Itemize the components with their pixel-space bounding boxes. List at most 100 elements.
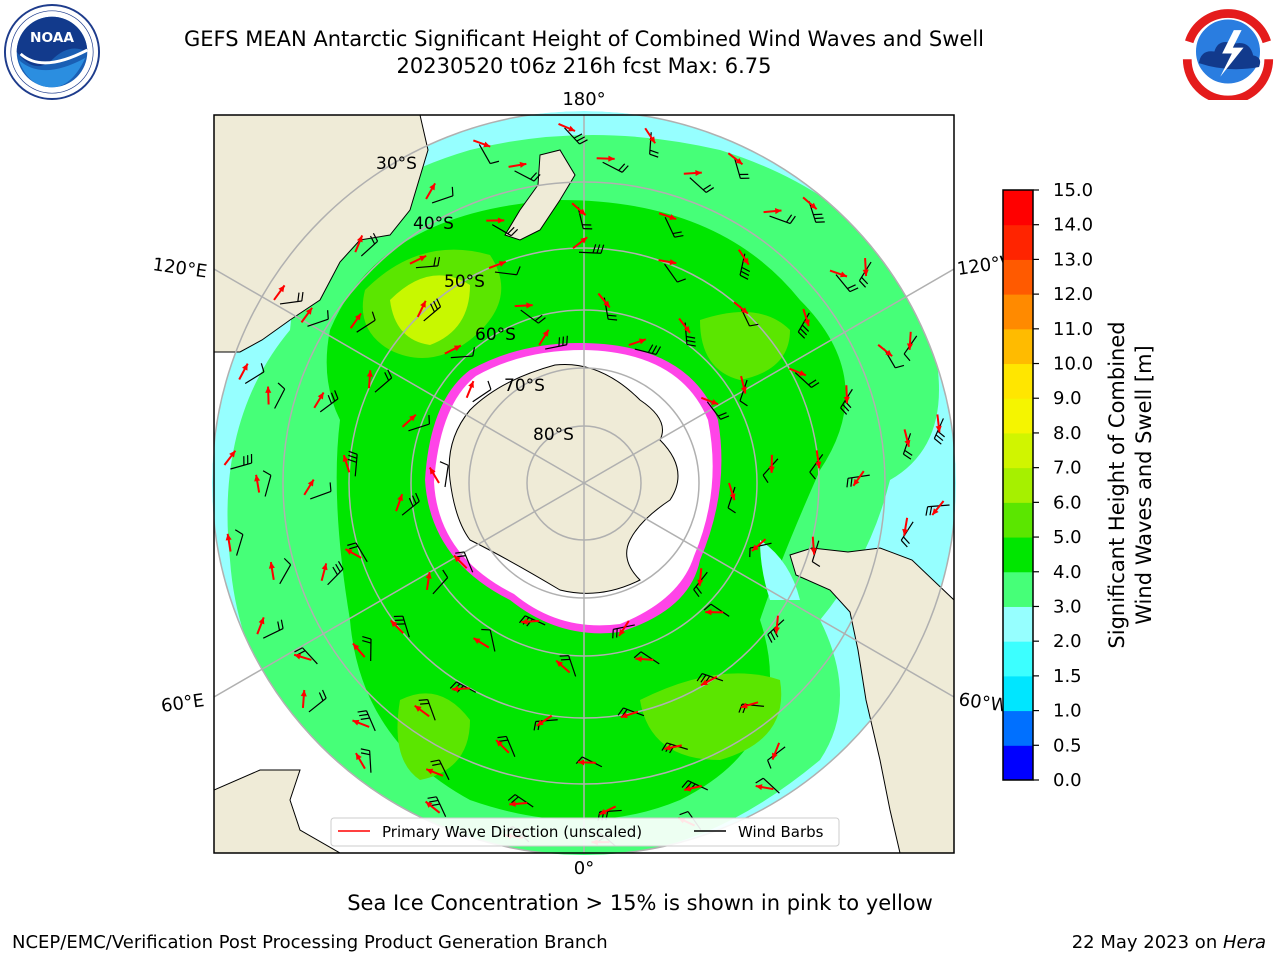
credit-text: NCEP/EMC/Verification Post Processing Pr… <box>12 932 608 953</box>
colorbar-tick-label: 13.0 <box>1053 249 1093 270</box>
wind-barb <box>794 372 820 388</box>
wind-barb <box>362 636 372 662</box>
colorbar-segment <box>1003 502 1033 538</box>
wave-direction-arrow <box>488 260 507 270</box>
wave-direction-arrow <box>658 212 677 221</box>
antarctica <box>448 363 679 594</box>
colorbar-segment <box>1003 363 1033 399</box>
date-text: 22 May 2023 on <box>1071 932 1223 953</box>
wind-barb <box>262 470 272 497</box>
colorbar-segment <box>1003 398 1033 434</box>
colorbar-tick-label: 10.0 <box>1053 354 1093 375</box>
wind-barb <box>835 274 859 293</box>
wind-barb <box>274 382 286 409</box>
wave-direction-arrow <box>395 493 404 512</box>
wind-barbs-layer <box>230 127 950 847</box>
wave-direction-arrow <box>320 563 328 582</box>
colorbar-segment <box>1003 537 1033 573</box>
nws-logo <box>1182 5 1274 100</box>
wind-barb <box>472 380 492 403</box>
colorbar-tick-label: 0.0 <box>1053 770 1082 791</box>
colorbar-tick-label: 1.5 <box>1053 666 1082 687</box>
wind-barb <box>431 186 454 204</box>
wave-direction-arrow <box>223 450 237 466</box>
colorbar-outline <box>1002 189 1034 781</box>
wind-barb <box>307 310 329 327</box>
wave-direction-arrow <box>903 429 911 448</box>
wave-direction-arrow <box>472 637 490 649</box>
wind-barb <box>507 794 534 808</box>
wave-direction-arrow <box>577 759 596 766</box>
wind-barb <box>427 796 447 818</box>
wave-direction-arrow <box>389 619 405 634</box>
wave-direction-arrow <box>273 284 286 301</box>
wave-direction-arrow <box>414 704 430 718</box>
colorbar-tick-label: 2.0 <box>1053 631 1082 652</box>
map-legend: Primary Wave Direction (unscaled) Wind B… <box>330 817 840 847</box>
wave-direction-arrow <box>599 805 617 816</box>
wind-barb <box>767 746 786 769</box>
wave-direction-arrow <box>425 768 444 777</box>
wave-direction-arrow <box>352 719 370 728</box>
wave-direction-arrow <box>906 331 914 350</box>
wind-barb <box>491 224 519 237</box>
wind-barb <box>310 482 332 500</box>
legend-wave-direction: Primary Wave Direction (unscaled) <box>382 823 642 841</box>
wave-direction-arrow <box>424 800 441 814</box>
wave-direction-arrow <box>558 122 576 132</box>
wave-direction-arrow <box>843 385 850 404</box>
wind-barb <box>664 217 684 238</box>
wind-barb <box>418 699 436 721</box>
wave-direction-arrow <box>700 396 719 406</box>
colorbar-segment <box>1003 571 1033 607</box>
wind-barb <box>430 759 450 781</box>
colorbar-segment <box>1003 467 1033 503</box>
wind-barb <box>263 619 284 639</box>
lon-label-60w: 60°W <box>957 689 1009 717</box>
wind-barb <box>455 551 474 573</box>
wind-barb <box>401 492 420 516</box>
colorbar-tick-label: 6.0 <box>1053 492 1082 513</box>
colorbar-segment <box>1003 259 1033 295</box>
colorbar-tick-label: 8.0 <box>1053 423 1082 444</box>
wave-direction-arrow <box>572 236 588 250</box>
wind-barb <box>408 415 431 432</box>
wave-direction-arrow <box>268 561 275 580</box>
wave-direction-arrow <box>472 139 491 148</box>
wave-direction-arrow <box>697 568 704 587</box>
wave-direction-arrow <box>700 675 718 686</box>
lat-label-80s: 80°S <box>533 425 574 445</box>
wave-direction-arrow <box>265 386 272 405</box>
wave-direction-arrow <box>763 208 782 215</box>
colorbar <box>1003 190 1033 781</box>
wave-direction-arrow <box>705 609 724 616</box>
wave-direction-arrow <box>344 548 362 559</box>
wave-direction-arrow <box>773 615 780 634</box>
wave-direction-arrow <box>355 752 366 770</box>
wave-direction-arrow <box>508 161 527 168</box>
wave-direction-arrow <box>354 235 364 253</box>
wave-direction-arrow <box>536 714 553 727</box>
date-stamp: 22 May 2023 on Hera <box>1072 932 1266 953</box>
wind-barb <box>733 157 750 179</box>
wave-direction-arrow <box>728 482 736 501</box>
lat-label-50s: 50°S <box>444 272 485 292</box>
lat-label-30s: 30°S <box>376 154 417 174</box>
wave-direction-arrow <box>238 363 249 380</box>
wave-direction-arrow <box>755 784 774 791</box>
wind-barb <box>811 540 821 567</box>
lon-label-top: 180° <box>562 89 605 110</box>
machine-name: Hera <box>1222 932 1266 953</box>
wave-direction-arrow <box>451 685 470 692</box>
lon-label-120e: 120°E <box>151 254 208 282</box>
wave-direction-arrow <box>366 370 373 389</box>
wave-direction-arrow <box>802 196 818 210</box>
wave-direction-arrow <box>678 317 691 334</box>
wave-direction-arrow <box>733 301 749 315</box>
wind-barb <box>415 256 441 269</box>
wave-direction-arrow <box>877 344 893 357</box>
wave-direction-arrow <box>852 470 865 487</box>
colorbar-tick-label: 1.0 <box>1053 701 1082 722</box>
wind-barb <box>374 369 393 393</box>
wave-direction-arrow <box>465 380 475 399</box>
